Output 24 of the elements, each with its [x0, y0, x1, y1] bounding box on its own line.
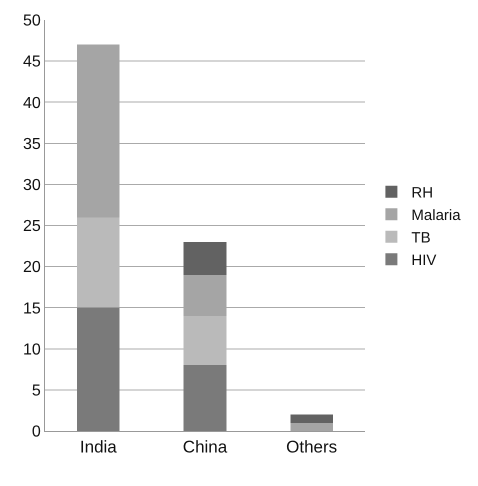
x-tick-label: India	[80, 437, 118, 456]
legend-label: TB	[411, 230, 431, 247]
y-tick-label: 25	[23, 218, 41, 236]
y-tick-label: 15	[23, 300, 41, 318]
legend-label: HIV	[411, 252, 436, 270]
y-tick-label: 50	[23, 12, 41, 30]
y-tick-label: 5	[32, 382, 41, 400]
x-tick-label: Others	[286, 437, 338, 456]
bar	[184, 242, 226, 275]
bar	[77, 217, 120, 308]
y-tick-label: 30	[23, 177, 41, 194]
y-tick-label: 10	[23, 341, 41, 358]
legend-label: Malaria	[411, 207, 462, 224]
bar	[77, 308, 120, 431]
y-tick-label: 35	[23, 136, 41, 153]
y-tick-label: 45	[23, 54, 41, 71]
x-tick-label: China	[182, 437, 228, 456]
bar	[184, 365, 226, 431]
legend-label: RH	[411, 184, 434, 202]
y-tick-label: 20	[23, 259, 41, 276]
y-tick-label: 0	[32, 424, 41, 441]
bar	[290, 414, 333, 423]
bar	[184, 316, 226, 366]
y-tick-label: 40	[23, 94, 41, 112]
